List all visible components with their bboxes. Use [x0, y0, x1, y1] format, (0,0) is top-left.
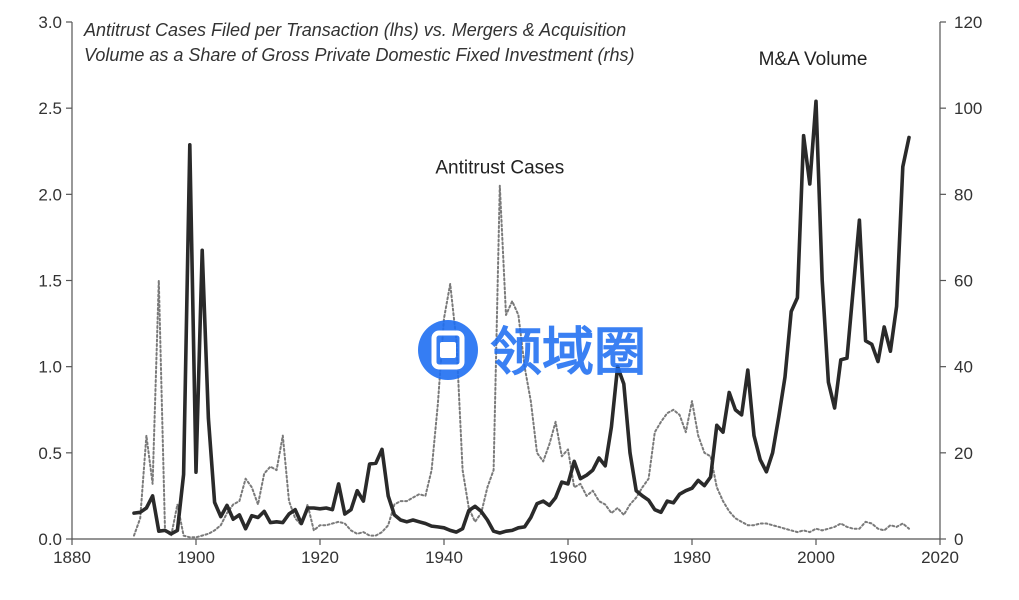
y-right-tick-label: 120 [954, 13, 982, 32]
x-tick-label: 1940 [425, 548, 463, 567]
x-tick-label: 1920 [301, 548, 339, 567]
y-left-tick-label: 0.5 [38, 444, 62, 463]
y-right-tick-label: 60 [954, 272, 973, 291]
y-left-tick-label: 0.0 [38, 530, 62, 549]
chart-title-line-2: Volume as a Share of Gross Private Domes… [84, 45, 635, 65]
text-layer: Antitrust Cases Filed per Transaction (l… [83, 20, 867, 179]
x-tick-label: 1880 [53, 548, 91, 567]
x-tick-label: 2000 [797, 548, 835, 567]
x-tick-label: 1900 [177, 548, 215, 567]
x-tick-label: 1960 [549, 548, 587, 567]
y-left-tick-label: 2.5 [38, 99, 62, 118]
y-left-tick-label: 2.0 [38, 185, 62, 204]
y-right-tick-label: 40 [954, 358, 973, 377]
x-tick-label: 2020 [921, 548, 959, 567]
axes-layer: 1880 1900 1920 1940 1960 1980 2000 2020 0.0 0.5 1.… [38, 13, 982, 567]
watermark-text: 领域圈 [490, 323, 646, 383]
series-line-antitrust-cases [133, 184, 910, 539]
y-left-tick-label: 1.5 [38, 272, 62, 291]
chart-title-line-1: Antitrust Cases Filed per Transaction (l… [83, 20, 626, 40]
y-right-tick-label: 100 [954, 99, 982, 118]
y-right-tick-label: 20 [954, 444, 973, 463]
y-left-tick-label: 1.0 [38, 358, 62, 377]
annotation-ma-volume: M&A Volume [759, 49, 868, 70]
x-tick-label: 1980 [673, 548, 711, 567]
watermark: 领域圈 [418, 320, 646, 383]
annotation-antitrust-cases: Antitrust Cases [435, 158, 564, 179]
series-line-m-a-volume [132, 99, 911, 536]
y-left-tick-label: 3.0 [38, 13, 62, 32]
y-right-tick-label: 0 [954, 530, 963, 549]
y-right-tick-label: 80 [954, 185, 973, 204]
series-layer [132, 99, 911, 539]
logo-badge-icon [418, 320, 478, 380]
